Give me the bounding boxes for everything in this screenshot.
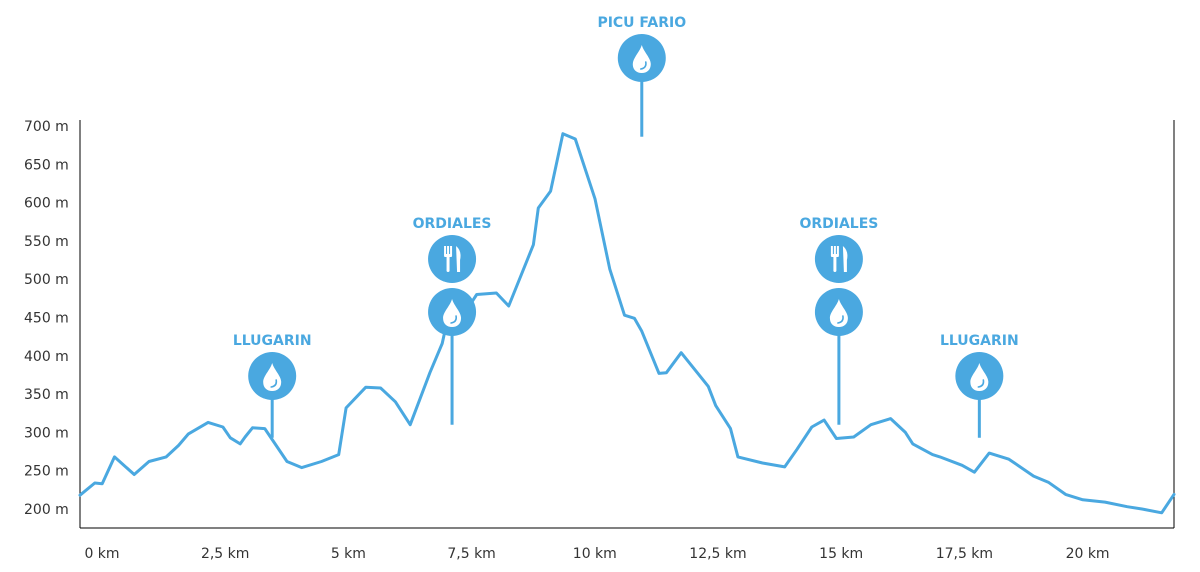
x-tick-label: 5 km [331, 546, 366, 562]
poi-marker: ORDIALES [413, 216, 492, 425]
x-tick-label: 10 km [573, 546, 617, 562]
icon-circle [814, 235, 863, 283]
poi-label: PICU FARIO [597, 15, 686, 31]
y-tick-label: 700 m [24, 119, 69, 135]
elevation-line [78, 132, 1176, 515]
x-tick-label: 15 km [819, 546, 863, 562]
water-drop-icon [955, 352, 1004, 400]
cutlery-icon [814, 235, 863, 283]
y-tick-label: 600 m [24, 196, 69, 212]
poi-label: LLUGARIN [233, 333, 312, 349]
knife-shape [842, 246, 848, 272]
water-drop-icon [814, 288, 863, 336]
series-layer [78, 132, 1176, 515]
water-drop-highlight [639, 61, 647, 70]
y-tick-labels: 200 m 250 m 300 m 350 m 400 m 450 m 500 m 550 m… [24, 119, 69, 518]
y-tick-label: 650 m [24, 157, 69, 173]
fork-tine [830, 246, 833, 255]
y-tick-label: 300 m [24, 425, 69, 441]
y-tick-label: 550 m [24, 234, 69, 250]
water-drop-icon [617, 34, 666, 82]
water-drop-icon [248, 352, 297, 400]
water-drop-highlight [837, 315, 844, 324]
water-drop-icon [428, 288, 477, 336]
fork-tine [444, 246, 447, 255]
x-tick-labels: 0 km 2,5 km 5 km 7,5 km 10 km 12,5 km 15 km 17,… [84, 546, 1109, 562]
poi-label: ORDIALES [799, 216, 878, 232]
y-tick-label: 400 m [24, 349, 69, 365]
y-tick-label: 450 m [24, 311, 69, 327]
poi-marker: ORDIALES [799, 216, 878, 425]
fork-tine [450, 246, 453, 255]
water-drop-highlight [977, 379, 985, 388]
x-tick-label: 0 km [84, 546, 119, 562]
x-tick-label: 20 km [1066, 546, 1110, 562]
poi-marker: PICU FARIO [597, 15, 686, 137]
fork-handle [446, 256, 450, 272]
poi-marker: LLUGARIN [940, 333, 1019, 438]
fork-handle [833, 256, 837, 272]
fork-neck [444, 254, 453, 257]
y-tick-label: 250 m [24, 464, 69, 480]
points-of-interest: LLUGARIN ORDIALES PICU FARIO ORDIALES LLUGAR… [233, 15, 1019, 438]
fork-tine [447, 246, 450, 255]
y-tick-label: 350 m [24, 387, 69, 403]
fork-neck [830, 254, 839, 257]
x-tick-label: 12,5 km [689, 546, 746, 562]
fork-tine [833, 246, 836, 255]
y-tick-label: 500 m [24, 272, 69, 288]
fork-tine [836, 246, 839, 255]
poi-label: LLUGARIN [940, 333, 1019, 349]
icon-circle [428, 235, 477, 283]
knife-shape [456, 246, 461, 272]
water-drop-highlight [450, 315, 457, 324]
axes [79, 120, 1175, 529]
y-tick-label: 200 m [24, 502, 69, 518]
poi-label: ORDIALES [413, 216, 492, 232]
x-tick-label: 2,5 km [201, 546, 249, 562]
cutlery-icon [428, 235, 477, 283]
x-tick-label: 7,5 km [447, 546, 495, 562]
water-drop-highlight [270, 379, 278, 388]
poi-marker: LLUGARIN [233, 333, 312, 438]
x-tick-label: 17,5 km [936, 546, 993, 562]
